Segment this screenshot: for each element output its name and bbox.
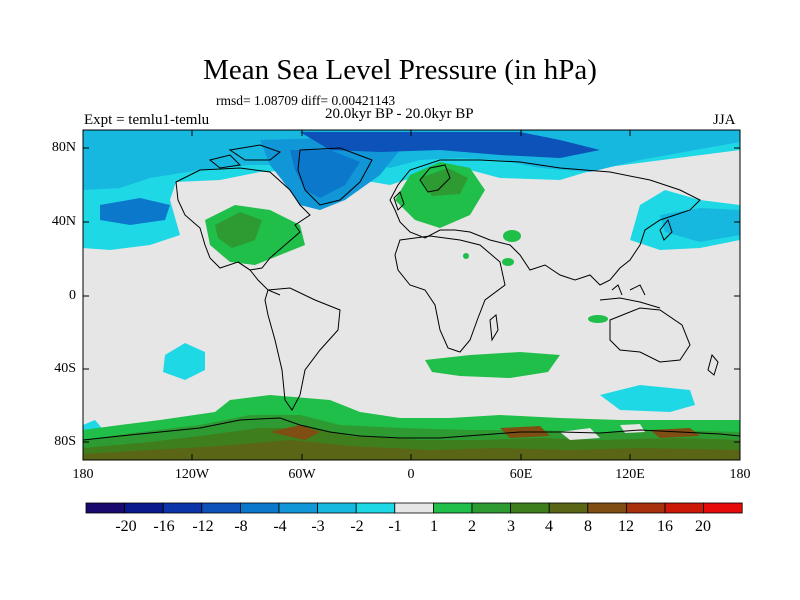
- colorbar-label: 3: [507, 518, 515, 535]
- lat-label-40s: 40S: [54, 361, 76, 376]
- pressure-anomaly-field: [83, 130, 740, 460]
- colorbar-swatch: [239, 502, 280, 514]
- coastline-greenland: [297, 147, 373, 206]
- colorbar-label: -16: [153, 518, 175, 535]
- coastline-africa: [394, 235, 506, 353]
- coastlines: [83, 144, 740, 441]
- colorbar-swatch: [703, 502, 743, 514]
- colorbar-label: 20: [695, 518, 711, 535]
- season-label: JJA: [713, 112, 736, 128]
- colorbar-label: 4: [545, 518, 553, 535]
- colorbar-label: -4: [273, 518, 287, 535]
- europe-high-core: [420, 168, 468, 196]
- indian-ocean-small-high: [588, 315, 608, 323]
- north-america-high-core: [215, 212, 262, 248]
- coastline-south-america: [264, 287, 341, 411]
- west-pacific-low: [660, 208, 740, 242]
- experiment-label: Expt = temlu1-temlu: [84, 112, 210, 128]
- lon-label-0: 0: [407, 467, 415, 482]
- colorbar-swatch: [626, 502, 666, 514]
- lat-label-0: 0: [69, 288, 76, 303]
- coastline-antarctica: [83, 417, 740, 441]
- coastline-maritime-continent: [599, 284, 661, 309]
- lon-label-60e: 60E: [509, 467, 533, 482]
- colorbar-swatch: [394, 502, 434, 514]
- colorbar-label: -1: [388, 518, 402, 535]
- south-atlantic-high: [425, 352, 560, 378]
- coastline-central-america: [237, 261, 281, 296]
- period-label: 20.0kyr BP - 20.0kyr BP: [325, 106, 474, 122]
- colorbar-label: -8: [234, 518, 248, 535]
- colorbar-label: 8: [584, 518, 592, 535]
- north-pacific-low: [100, 198, 170, 225]
- lon-label-120w: 120W: [174, 467, 210, 482]
- colorbar-swatch: [432, 502, 473, 514]
- colorbar: [85, 502, 743, 514]
- colorbar-label: -2: [350, 518, 364, 535]
- coastline-british-isles: [393, 191, 405, 211]
- arctic-ocean-low: [300, 132, 600, 158]
- colorbar-swatch: [201, 502, 241, 514]
- coastline-north-america: [175, 167, 311, 271]
- lat-label-40n: 40N: [51, 214, 76, 229]
- coastline-australia: [609, 307, 691, 363]
- middle-east-high: [503, 230, 521, 242]
- coastline-eurasia: [389, 159, 701, 286]
- map-title: Mean Sea Level Pressure (in hPa): [203, 54, 597, 86]
- antarctic-neutral-spots: [560, 424, 645, 440]
- colorbar-swatch: [587, 502, 627, 514]
- lat-label-80s: 80S: [54, 434, 76, 449]
- coastline-canadian-arctic: [208, 144, 282, 169]
- colorbar-label: 16: [657, 518, 673, 535]
- lon-label-180w: 180: [72, 467, 94, 482]
- colorbar-label: 12: [618, 518, 634, 535]
- south-pacific-low: [163, 343, 205, 380]
- greenland-core-low: [290, 150, 360, 198]
- arctic-low-region: [83, 130, 740, 250]
- southern-ocean-low: [600, 385, 695, 412]
- arabia-high: [502, 258, 514, 266]
- colorbar-swatch: [548, 502, 589, 514]
- colorbar-swatch: [664, 502, 704, 514]
- colorbar-label: -12: [192, 518, 214, 535]
- colorbar-swatch: [85, 502, 125, 514]
- colorbar-label: -3: [311, 518, 325, 535]
- colorbar-swatch: [355, 502, 396, 514]
- lon-label-60w: 60W: [288, 467, 316, 482]
- colorbar-swatch: [510, 502, 550, 514]
- antarctic-high-olive: [83, 440, 740, 460]
- axis-ticks: [83, 130, 740, 460]
- colorbar-label: 1: [430, 518, 438, 535]
- colorbar-swatch: [162, 502, 203, 514]
- colorbar-swatch: [124, 502, 164, 514]
- lat-label-80n: 80N: [51, 140, 76, 155]
- colorbar-label: -20: [115, 518, 137, 535]
- rmsd-diff-stats: rmsd= 1.08709 diff= 0.00421143: [216, 93, 396, 108]
- colorbar-swatch: [471, 502, 511, 514]
- coastline-new-zealand: [707, 353, 719, 376]
- coastline-madagascar: [489, 314, 499, 342]
- colorbar-label: 2: [468, 518, 476, 535]
- coastline-japan: [659, 218, 673, 241]
- africa-small-high: [463, 253, 469, 259]
- colorbar-swatch: [278, 502, 318, 514]
- colorbar-swatch: [317, 502, 357, 514]
- coastline-scandinavia: [419, 164, 451, 193]
- lon-label-120e: 120E: [615, 467, 645, 482]
- lon-label-180e: 180: [729, 467, 751, 482]
